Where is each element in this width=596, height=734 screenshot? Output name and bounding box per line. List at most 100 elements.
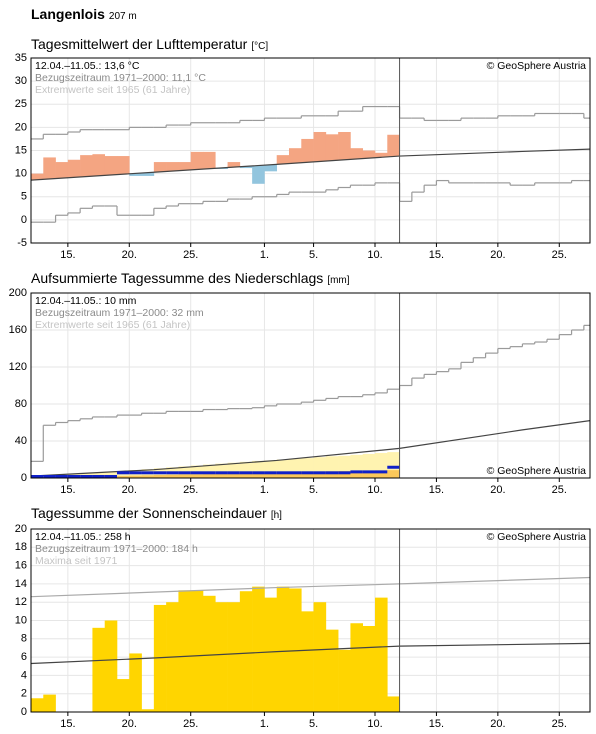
anomaly-bar — [252, 166, 265, 184]
annotation: Extremwerte seit 1965 (61 Jahre) — [35, 84, 190, 96]
anomaly-bar — [277, 155, 290, 164]
y-tick-label: 160 — [9, 324, 27, 336]
annotation: 12.04.–11.05.: 10 mm — [35, 295, 137, 307]
annotation: Extremwerte seit 1965 (61 Jahre) — [35, 319, 190, 331]
x-tick-label: 25. — [552, 484, 567, 496]
anomaly-bar — [363, 151, 376, 159]
anomaly-bar — [166, 162, 179, 171]
bar — [31, 698, 44, 712]
area-step — [215, 474, 228, 478]
y-tick-label: 20 — [15, 121, 27, 133]
x-tick-label: 15. — [429, 718, 444, 729]
anomaly-bar — [350, 148, 363, 159]
anomaly-bar — [56, 162, 69, 178]
station-name: Langenlois — [31, 6, 105, 22]
bar — [215, 602, 228, 712]
x-tick-label: 15. — [429, 484, 444, 496]
area-step — [387, 470, 400, 478]
anomaly-bar — [68, 160, 81, 178]
x-tick-label: 20. — [490, 249, 505, 261]
y-tick-label: 5 — [21, 191, 27, 203]
reference-line — [31, 577, 590, 596]
y-tick-label: 8 — [21, 633, 27, 645]
x-tick-label: 5. — [309, 484, 318, 496]
y-tick-label: 6 — [21, 651, 27, 663]
anomaly-bar — [80, 155, 93, 176]
annotation: 12.04.–11.05.: 258 h — [35, 531, 131, 543]
y-tick-label: 0 — [21, 472, 27, 484]
y-tick-label: 200 — [9, 287, 27, 299]
bar — [252, 587, 265, 712]
credit: © GeoSphere Austria — [487, 531, 587, 543]
x-tick-label: 5. — [309, 718, 318, 729]
x-tick-label: 10. — [367, 718, 382, 729]
bar — [129, 653, 142, 712]
bar — [314, 602, 327, 712]
y-tick-label: 4 — [21, 669, 27, 681]
chart-title: Aufsummierte Tagessumme des Niederschlag… — [31, 270, 350, 286]
x-tick-label: 1. — [260, 718, 269, 729]
x-tick-label: 25. — [183, 718, 198, 729]
anomaly-bar — [178, 162, 191, 170]
x-tick-label: 15. — [60, 249, 75, 261]
bar — [387, 696, 400, 712]
y-tick-label: 20 — [15, 523, 27, 535]
x-tick-label: 20. — [122, 718, 137, 729]
annotation: 12.04.–11.05.: 13,6 °C — [35, 60, 140, 72]
x-tick-label: 1. — [260, 484, 269, 496]
x-tick-label: 25. — [552, 249, 567, 261]
anomaly-bar — [43, 157, 56, 178]
anomaly-bar — [387, 135, 400, 157]
bar — [240, 591, 253, 712]
bar — [117, 679, 130, 712]
y-tick-label: 25 — [15, 98, 27, 110]
y-tick-label: 0 — [21, 706, 27, 718]
x-tick-label: 10. — [367, 484, 382, 496]
y-tick-label: 10 — [15, 168, 27, 180]
title-text: Tagesmittelwert der Lufttemperatur — [31, 36, 248, 52]
title-unit: [°C] — [251, 41, 268, 52]
annotation: Bezugszeitraum 1971–2000: 184 h — [35, 543, 198, 555]
credit: © GeoSphere Austria — [487, 465, 587, 477]
y-tick-label: 0 — [21, 214, 27, 226]
y-tick-label: 10 — [15, 614, 27, 626]
bar — [191, 590, 204, 712]
y-tick-label: 14 — [15, 578, 27, 590]
chart-title: Tagesmittelwert der Lufttemperatur[°C] — [31, 36, 268, 52]
bar — [326, 630, 339, 712]
annotation: Bezugszeitraum 1971–2000: 32 mm — [35, 307, 204, 319]
y-tick-label: 80 — [15, 398, 27, 410]
x-tick-label: 5. — [309, 249, 318, 261]
bar — [338, 650, 351, 712]
anomaly-bar — [105, 156, 118, 175]
bar — [350, 623, 363, 712]
area-step — [191, 474, 204, 478]
bar — [105, 621, 118, 713]
y-tick-label: 12 — [15, 596, 27, 608]
annotation: Maxima seit 1971 — [35, 555, 117, 567]
title-unit: [mm] — [327, 275, 349, 286]
bar — [264, 598, 277, 712]
chart-title: Tagessumme der Sonnenscheindauer[h] — [31, 505, 282, 521]
x-tick-label: 20. — [490, 718, 505, 729]
y-tick-label: 35 — [15, 52, 27, 64]
anomaly-bar — [264, 165, 277, 172]
bar — [228, 602, 241, 712]
y-tick-label: 15 — [15, 144, 27, 156]
y-tick-label: 16 — [15, 560, 27, 572]
anomaly-bar — [289, 148, 302, 163]
x-tick-label: 20. — [122, 484, 137, 496]
x-tick-label: 25. — [552, 718, 567, 729]
anomaly-bar — [203, 152, 216, 169]
bar — [363, 626, 376, 712]
bar — [92, 628, 105, 712]
x-tick-label: 15. — [60, 484, 75, 496]
bar — [301, 611, 314, 712]
y-tick-label: 30 — [15, 75, 27, 87]
x-tick-label: 15. — [429, 249, 444, 261]
anomaly-bar — [31, 174, 44, 180]
anomaly-bar — [154, 162, 167, 172]
plot-area — [31, 325, 590, 478]
